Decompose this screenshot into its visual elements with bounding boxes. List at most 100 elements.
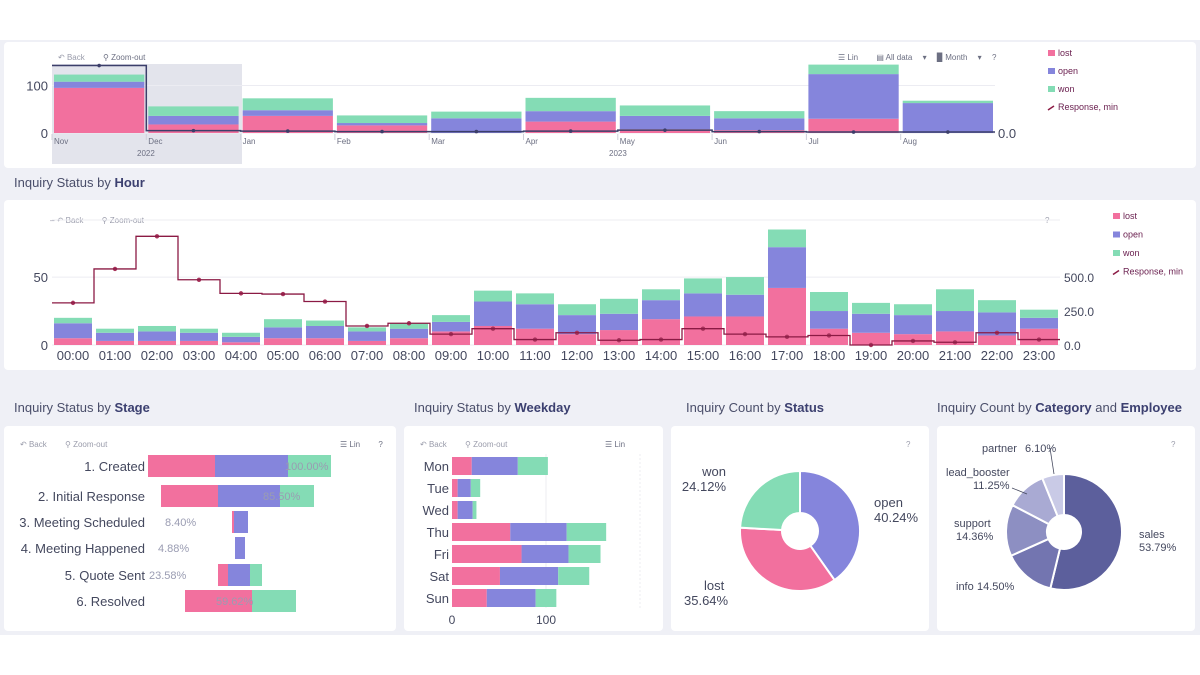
x-tick-label: Apr [526, 137, 539, 146]
bar-won-mon [517, 457, 548, 475]
bar-won-0800 [390, 323, 428, 329]
bar-lost-jan [242, 115, 333, 133]
x-tick-label: 08:00 [393, 348, 426, 363]
x-tick-label: Aug [903, 137, 917, 146]
stage-percent: 8.40% [165, 517, 196, 529]
back-button[interactable]: ↶ Back [58, 53, 85, 62]
bar-lost-nov [54, 87, 145, 133]
funnel-open [218, 485, 280, 507]
bar-open-0700 [348, 331, 386, 341]
funnel-won [280, 485, 314, 507]
bar-open-1800 [810, 311, 848, 329]
x-tick-label: 0 [449, 613, 456, 627]
back-button[interactable]: ↶ Back [20, 440, 47, 449]
bar-lost-tue [452, 479, 458, 497]
status-slice-1 [739, 526, 836, 592]
help-icon[interactable]: ? [991, 53, 997, 62]
bar-open-apr [525, 111, 616, 122]
category-slice-4 [1041, 472, 1065, 518]
help-icon[interactable]: ? [378, 440, 383, 449]
bar-won-1000 [474, 290, 512, 302]
bar-open-0400 [222, 336, 260, 343]
x-tick-label: 100 [536, 613, 556, 627]
lin-toggle[interactable]: ☰ Lin [340, 440, 361, 449]
funnel-lost [185, 590, 252, 612]
bar-open-1400 [642, 300, 680, 320]
response-line [52, 64, 995, 133]
bar-won-0900 [432, 315, 470, 322]
bar-lost-sun [452, 589, 487, 607]
status-help-icon[interactable]: ? [906, 440, 911, 449]
bar-open-1900 [852, 313, 890, 333]
bar-lost-0700 [348, 340, 386, 345]
bar-lost-2200 [978, 335, 1016, 345]
bar-won-1100 [516, 293, 554, 305]
bar-won-1400 [642, 289, 680, 301]
bar-won-jul [808, 64, 899, 75]
bar-won-1600 [726, 277, 764, 295]
status-title: Inquiry Count by Status [686, 400, 825, 415]
x-tick-label: 03:00 [183, 348, 216, 363]
category-value-support: 14.36% [956, 531, 994, 543]
lin-toggle[interactable]: ☰ Lin [838, 53, 859, 62]
x-tick-label: 06:00 [309, 348, 342, 363]
funnel-lost [232, 511, 234, 533]
weekday-toolbar-right: ☰ Lin [605, 440, 641, 449]
month-dropdown[interactable]: ▉ Month ▾ [936, 53, 982, 62]
bar-won-thu [566, 523, 607, 541]
bar-open-fri [521, 545, 569, 563]
back-button[interactable]: ↶ Back [420, 440, 447, 449]
legend-label-open: open [1058, 66, 1078, 76]
weekday-label: Thu [427, 525, 449, 540]
status-value-won: 24.12% [682, 479, 727, 494]
bar-lost-0900 [432, 331, 470, 345]
bar-open-jul [808, 74, 899, 119]
x-tick-label: 23:00 [1023, 348, 1056, 363]
bar-open-2200 [978, 312, 1016, 336]
bar-open-mar [431, 118, 522, 133]
x-tick-label: 01:00 [99, 348, 132, 363]
stage-label: 4. Meeting Happened [21, 541, 145, 556]
bar-open-sat [499, 567, 559, 585]
all-data-dropdown[interactable]: ▤ All data ▾ [876, 53, 927, 62]
bar-lost-1600 [726, 316, 764, 345]
legend-label-won: won [1057, 84, 1075, 94]
bar-lost-2100 [936, 331, 974, 345]
zoom-out-button[interactable]: ⚲ Zoom-out [102, 53, 146, 62]
bar-open-wed [457, 501, 473, 519]
bar-won-1900 [852, 302, 890, 314]
lin-toggle[interactable]: ☰ Lin [605, 440, 626, 449]
bar-open-0100 [96, 332, 134, 341]
stage-percent: 100.00% [285, 461, 329, 473]
legend-label-won: won [1122, 248, 1140, 258]
bar-open-1000 [474, 301, 512, 326]
zoom-out-button[interactable]: ⚲ Zoom-out [64, 440, 108, 449]
legend-label-response--min: Response, min [1123, 267, 1183, 277]
x-tick-label: Nov [54, 137, 68, 146]
bar-lost-feb [336, 125, 428, 133]
bar-lost-1200 [558, 334, 596, 345]
legend-swatch-won [1048, 86, 1055, 92]
bar-won-0000 [54, 317, 92, 324]
bar-open-0000 [54, 323, 92, 339]
bar-won-1500 [684, 278, 722, 294]
category-help-icon[interactable]: ? [1171, 440, 1176, 449]
bar-won-0500 [264, 319, 302, 328]
hour-title: Inquiry Status by Hour [14, 175, 145, 190]
stage-percent: 23.58% [149, 570, 187, 582]
category-value-partner: 6.10% [1025, 443, 1056, 455]
x-tick-label: 14:00 [645, 348, 678, 363]
bar-open-1500 [684, 293, 722, 317]
year-label: 2023 [609, 149, 627, 158]
x-tick-label: 21:00 [939, 348, 972, 363]
bar-won-aug [902, 100, 993, 104]
category-label-info: info [956, 581, 974, 593]
legend-label-response--min: Response, min [1058, 102, 1118, 112]
bar-lost-fri [452, 545, 522, 563]
category-label-lead-booster: lead_booster [946, 467, 1010, 479]
bar-open-feb [336, 123, 428, 126]
bar-won-fri [568, 545, 601, 563]
zoom-out-button[interactable]: ⚲ Zoom-out [464, 440, 508, 449]
bar-lost-0100 [96, 340, 134, 345]
bar-open-sun [486, 589, 536, 607]
